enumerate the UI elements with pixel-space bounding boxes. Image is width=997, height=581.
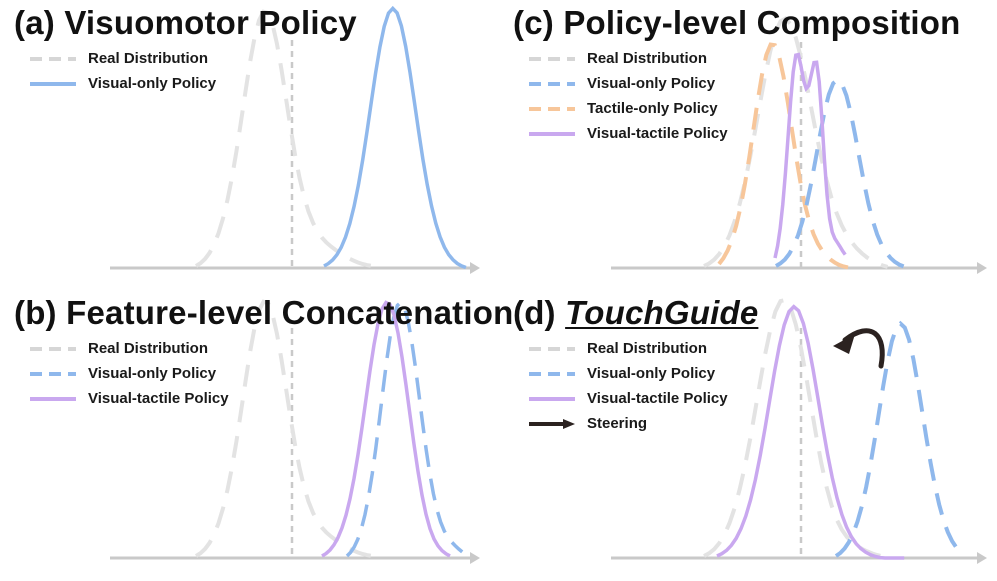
legend-item: Real Distribution <box>30 46 216 71</box>
real-distribution-curve <box>703 297 888 560</box>
panel-b-title: (b) Feature-level Concatenation <box>14 294 514 331</box>
dashed-line-swatch <box>30 371 76 376</box>
panel-b-plot <box>110 299 480 564</box>
legend-item: Real Distribution <box>30 336 229 361</box>
panel-d: (d) TouchGuide Real Distribution Visual-… <box>499 290 997 580</box>
legend-item: Real Distribution <box>529 336 728 361</box>
panel-c-plot <box>611 15 987 274</box>
visual-only-policy-curve <box>834 320 967 558</box>
arrow-right-icon <box>529 418 575 429</box>
tactile-only-policy-curve <box>717 42 849 270</box>
legend-label: Tactile-only Policy <box>587 100 718 117</box>
dashed-line-swatch <box>529 56 575 61</box>
visual-only-policy-curve <box>345 299 464 558</box>
legend-item: Visual-tactile Policy <box>529 121 728 146</box>
legend-label: Real Distribution <box>587 340 708 357</box>
solid-line-swatch <box>529 396 575 401</box>
legend-item: Steering <box>529 411 728 436</box>
legend-label: Steering <box>587 415 648 432</box>
steering-arrow-icon <box>842 328 885 369</box>
steering-arrowhead <box>833 334 855 354</box>
panel-d-title: (d) TouchGuide <box>513 294 759 331</box>
x-axis-arrowhead <box>977 552 987 564</box>
panel-a: (a) Visuomotor Policy Real Distribution … <box>0 0 498 290</box>
legend-label: Visual-tactile Policy <box>587 125 728 142</box>
solid-line-swatch <box>30 81 76 86</box>
real-distribution-curve <box>703 15 889 269</box>
dashed-line-swatch <box>30 56 76 61</box>
legend-item: Visual-only Policy <box>30 361 229 386</box>
dashed-line-swatch <box>529 346 575 351</box>
legend-label: Real Distribution <box>587 50 708 67</box>
legend-item: Visual-tactile Policy <box>30 386 229 411</box>
legend-item: Visual-only Policy <box>529 71 728 96</box>
legend-label: Visual-only Policy <box>88 75 217 92</box>
visual-tactile-policy-curve <box>716 304 905 560</box>
legend-label: Real Distribution <box>88 50 209 67</box>
panel-c-title: (c) Policy-level Composition <box>513 4 961 41</box>
x-axis-arrowhead <box>977 262 987 274</box>
solid-line-swatch <box>30 396 76 401</box>
dashed-line-swatch <box>529 371 575 376</box>
panel-b: (b) Feature-level Concatenation Real Dis… <box>0 290 513 580</box>
panel-b-legend: Real Distribution Visual-only Policy Vis… <box>30 336 229 411</box>
visual-only-policy-curve <box>774 77 905 269</box>
legend-label: Visual-tactile Policy <box>587 390 728 407</box>
legend-item: Visual-only Policy <box>30 71 216 96</box>
panel-d-plot <box>611 297 987 564</box>
legend-label: Visual-only Policy <box>88 365 217 382</box>
panel-a-title: (a) Visuomotor Policy <box>14 4 357 41</box>
x-axis-arrowhead <box>470 552 480 564</box>
dashed-line-swatch <box>529 81 575 86</box>
panel-c: (c) Policy-level Composition Real Distri… <box>499 0 997 290</box>
visual-only-policy-curve <box>323 5 467 270</box>
legend-item: Visual-only Policy <box>529 361 728 386</box>
solid-line-swatch <box>529 131 575 136</box>
legend-item: Visual-tactile Policy <box>529 386 728 411</box>
dashed-line-swatch <box>30 346 76 351</box>
legend-label: Real Distribution <box>88 340 209 357</box>
panel-a-legend: Real Distribution Visual-only Policy <box>30 46 216 96</box>
legend-label: Visual-only Policy <box>587 365 716 382</box>
panel-d-legend: Real Distribution Visual-only Policy Vis… <box>529 336 728 436</box>
legend-label: Visual-only Policy <box>587 75 716 92</box>
panel-c-legend: Real Distribution Visual-only Policy Tac… <box>529 46 728 146</box>
legend-item: Real Distribution <box>529 46 728 71</box>
legend-label: Visual-tactile Policy <box>88 390 229 407</box>
visual-tactile-policy-curve <box>773 52 847 259</box>
panel-a-plot <box>110 5 480 274</box>
legend-item: Tactile-only Policy <box>529 96 728 121</box>
visual-tactile-policy-curve <box>321 300 451 558</box>
x-axis-arrowhead <box>470 262 480 274</box>
dashed-line-swatch <box>529 106 575 111</box>
